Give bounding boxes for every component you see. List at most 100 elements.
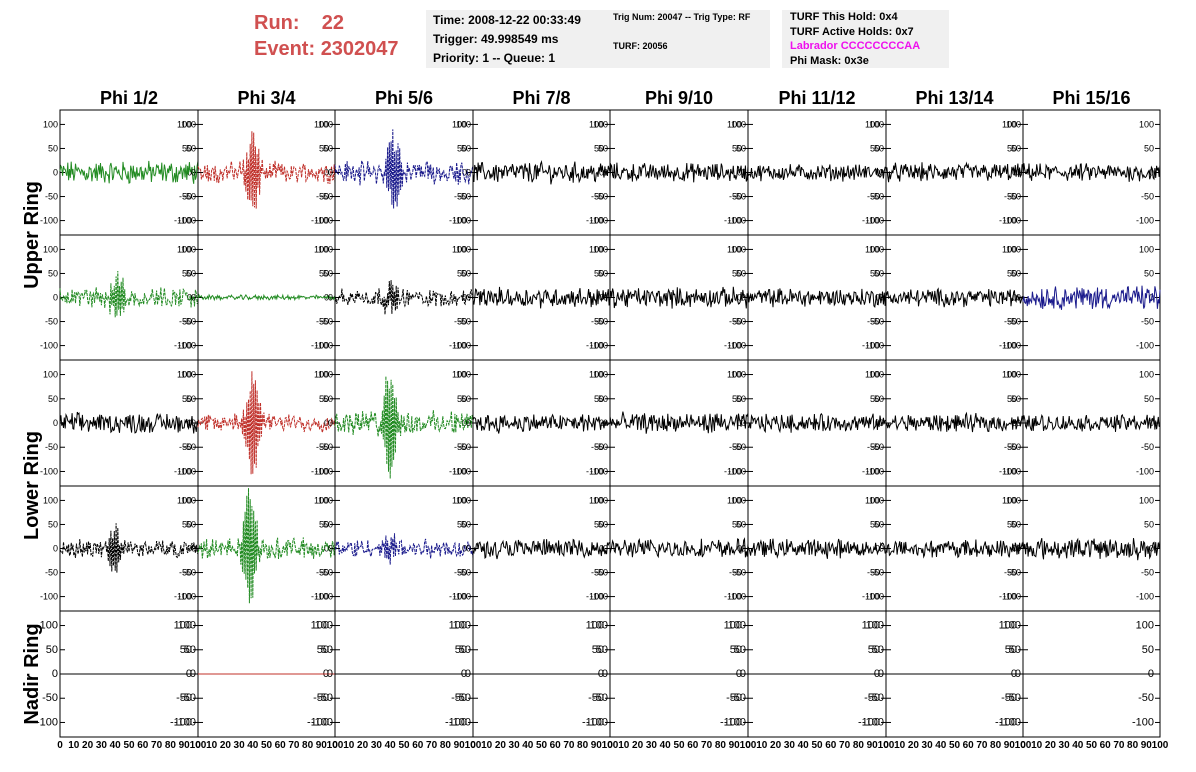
y-tick-label: 50 [461,268,471,278]
y-tick-label: -50 [592,692,608,704]
y-tick-label: -50 [451,692,467,704]
y-tick-label: 0 [53,293,58,303]
y-tick-label: -50 [1008,442,1021,452]
x-tick-label: 40 [247,740,259,751]
waveform-line [472,159,611,185]
y-tick-label: -100 [453,216,471,226]
y-tick-label: 100 [452,119,467,129]
y-tick-label: 50 [455,644,467,656]
y-tick-label: 0 [599,168,604,178]
y-tick-label: 50 [1142,644,1154,656]
y-tick-label: 0 [1149,168,1154,178]
y-tick-label: -100 [586,341,604,351]
y-tick-label: 100 [731,495,746,505]
y-tick-label: 100 [43,119,58,129]
y-tick-label: 50 [457,268,467,278]
y-tick-label: 100 [589,119,604,129]
y-tick-label: -50 [179,442,192,452]
x-tick-label: 0 [1020,740,1026,751]
y-tick-label: -50 [729,568,742,578]
y-tick-label: -100 [720,716,742,728]
y-tick-label: 100 [1002,244,1017,254]
x-tick-label: 40 [1072,740,1084,751]
x-tick-label: 90 [316,740,328,751]
y-tick-label: -100 [1003,592,1021,602]
y-tick-label: -50 [320,568,333,578]
y-tick-label: 0 [741,418,746,428]
y-tick-label: 100 [314,370,329,380]
y-tick-label: -100 [866,341,884,351]
y-tick-label: -50 [595,192,608,202]
x-tick-label: 10 [894,740,906,751]
y-tick-label: 50 [598,519,608,529]
x-tick-label: 80 [853,740,865,751]
y-tick-label: 100 [1006,244,1021,254]
y-tick-label: -100 [174,592,192,602]
y-tick-label: 50 [48,519,58,529]
y-tick-label: 50 [182,394,192,404]
x-tick-label: 60 [1100,740,1112,751]
y-tick-label: -100 [862,716,884,728]
x-tick-label: 30 [96,740,108,751]
y-tick-label: -50 [871,192,884,202]
y-tick-label: 50 [1007,519,1017,529]
y-tick-label: -100 [1136,592,1154,602]
y-tick-label: 100 [865,495,880,505]
turf-this-hold-text: TURF This Hold: 0x4 [790,11,898,23]
y-tick-label: -50 [871,568,884,578]
waveform-line [59,523,199,573]
y-tick-label: 50 [323,519,333,529]
y-tick-label: -100 [174,466,192,476]
y-tick-label: -100 [866,216,884,226]
waveform-line [59,411,199,434]
x-tick-label: 60 [412,740,424,751]
y-tick-label: -100 [862,466,880,476]
x-tick-label: 100 [878,740,895,751]
x-tick-label: 60 [687,740,699,751]
y-tick-label: -50 [176,692,192,704]
y-tick-label: 100 [1002,370,1017,380]
x-tick-label: 30 [784,740,796,751]
y-tick-label: 100 [727,495,742,505]
y-tick-label: -100 [449,341,467,351]
row-label: Upper Ring [21,181,43,289]
run-label: Run: [254,12,300,34]
y-tick-label: 0 [328,293,333,303]
y-tick-label: 0 [53,418,58,428]
x-tick-label: 100 [602,740,619,751]
y-tick-label: -50 [183,442,196,452]
x-tick-label: 10 [756,740,768,751]
time-text: Time: 2008-12-22 00:33:49 [433,13,581,27]
waveform-line [334,129,474,209]
x-tick-label: 60 [137,740,149,751]
y-tick-label: -50 [591,568,604,578]
y-tick-label: 50 [184,644,196,656]
y-tick-label: -50 [1141,442,1154,452]
y-tick-label: -100 [862,341,880,351]
y-tick-label: 100 [865,119,880,129]
y-tick-label: 100 [43,244,58,254]
y-tick-label: 0 [875,293,880,303]
y-tick-label: -100 [449,216,467,226]
y-tick-label: -100 [315,341,333,351]
y-tick-label: 100 [586,620,604,632]
y-tick-label: 50 [48,143,58,153]
y-tick-label: -50 [458,192,471,202]
x-tick-label: 80 [1127,740,1139,751]
y-tick-label: 50 [732,268,742,278]
y-tick-label: 50 [736,394,746,404]
y-tick-label: -100 [178,466,196,476]
x-tick-label: 90 [867,740,879,751]
y-tick-label: 100 [593,119,608,129]
y-tick-label: 0 [191,418,196,428]
y-tick-label: 50 [457,394,467,404]
trigger-text: Trigger: 49.998549 ms [433,32,559,46]
y-tick-label: 100 [1139,119,1154,129]
y-tick-label: 50 [732,519,742,529]
column-title: Phi 11/12 [778,88,855,108]
y-tick-label: -50 [45,192,58,202]
trig-num-text: Trig Num: 20047 -- Trig Type: RF [613,12,751,22]
y-tick-label: -50 [180,692,196,704]
y-tick-label: -50 [1008,317,1021,327]
y-tick-label: -50 [458,317,471,327]
